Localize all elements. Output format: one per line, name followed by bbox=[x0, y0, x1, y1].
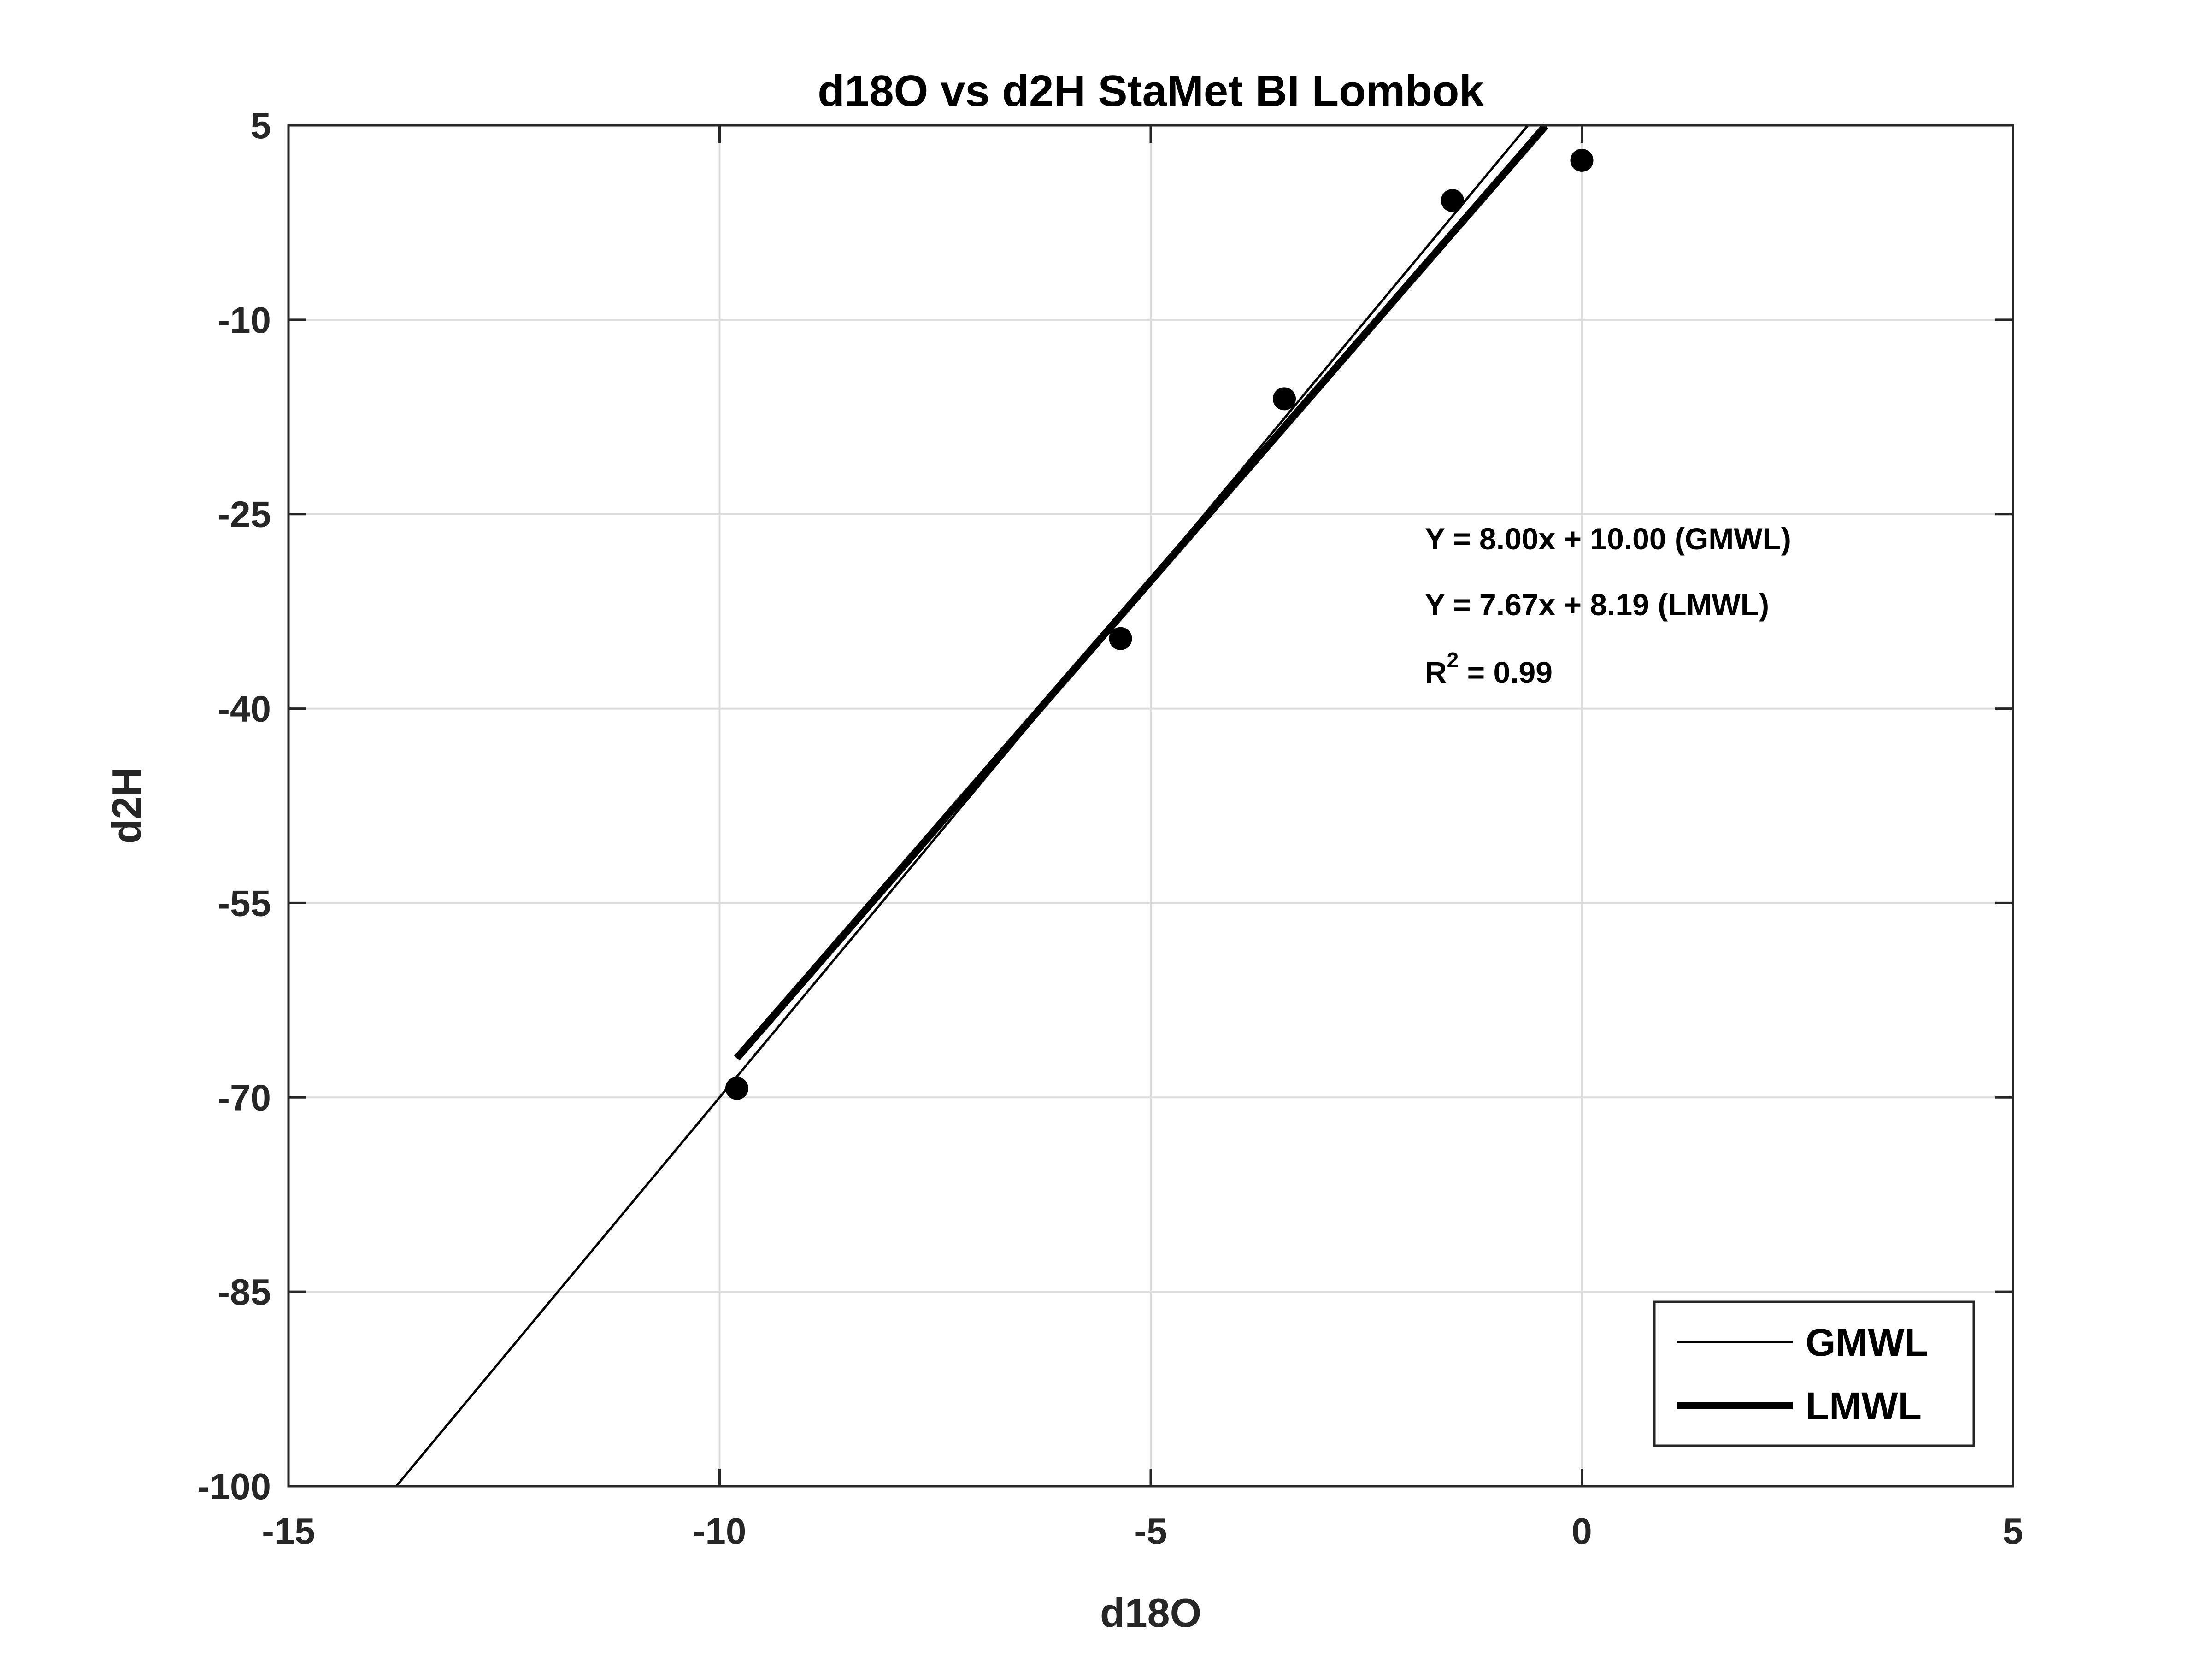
r-squared: R2 = 0.99 bbox=[1425, 648, 1553, 689]
regression-lines bbox=[395, 123, 1548, 1487]
r-squared-sup: 2 bbox=[1447, 648, 1459, 672]
legend-box bbox=[1653, 1300, 1975, 1447]
axis-ticks bbox=[287, 124, 2014, 1488]
y-tick-label: -55 bbox=[218, 882, 271, 924]
y-tick-label: -85 bbox=[218, 1271, 271, 1312]
r-squared-base: R bbox=[1425, 655, 1447, 689]
data-point bbox=[1441, 189, 1464, 212]
x-tick-label: 0 bbox=[1571, 1511, 1592, 1552]
y-tick-labels: -100 -85 -70 -55 -40 -25 -10 5 bbox=[197, 105, 271, 1507]
series-line-lmwl bbox=[734, 123, 1548, 1061]
x-tick-label: -10 bbox=[693, 1511, 747, 1552]
x-tick-labels: -15 -10 -5 0 5 bbox=[262, 1511, 2023, 1552]
data-point bbox=[1109, 627, 1132, 650]
y-tick-label: -10 bbox=[218, 300, 271, 341]
data-point bbox=[1570, 148, 1594, 172]
gmwl-equation: Y = 8.00x + 10.00 (GMWL) bbox=[1425, 522, 1791, 556]
chart-title: d18O vs d2H StaMet BI Lombok bbox=[818, 66, 1484, 116]
legend-label-gmwl: GMWL bbox=[1806, 1321, 1928, 1364]
y-axis-label: d2H bbox=[104, 767, 149, 844]
legend-label-lmwl: LMWL bbox=[1806, 1384, 1922, 1428]
y-tick-label: -40 bbox=[218, 688, 271, 729]
y-tick-label: 5 bbox=[251, 105, 271, 146]
x-tick-label: -15 bbox=[262, 1511, 315, 1552]
x-tick-label: -5 bbox=[1134, 1511, 1167, 1552]
y-tick-label: -70 bbox=[218, 1077, 271, 1118]
gridlines bbox=[288, 125, 2013, 1486]
legend: GMWL LMWL bbox=[1653, 1300, 1975, 1447]
y-tick-label: -25 bbox=[218, 494, 271, 535]
r-squared-value: = 0.99 bbox=[1459, 655, 1553, 689]
y-tick-label: -100 bbox=[197, 1466, 271, 1507]
x-axis-label: d18O bbox=[1100, 1590, 1201, 1635]
data-point bbox=[1273, 387, 1296, 411]
equation-annotations: Y = 8.00x + 10.00 (GMWL) Y = 7.67x + 8.1… bbox=[1425, 522, 1791, 689]
lmwl-equation: Y = 7.67x + 8.19 (LMWL) bbox=[1425, 588, 1769, 622]
x-tick-label: 5 bbox=[2003, 1511, 2024, 1552]
data-point bbox=[725, 1077, 748, 1100]
data-points bbox=[725, 148, 1594, 1100]
series-line-gmwl bbox=[395, 124, 1530, 1487]
